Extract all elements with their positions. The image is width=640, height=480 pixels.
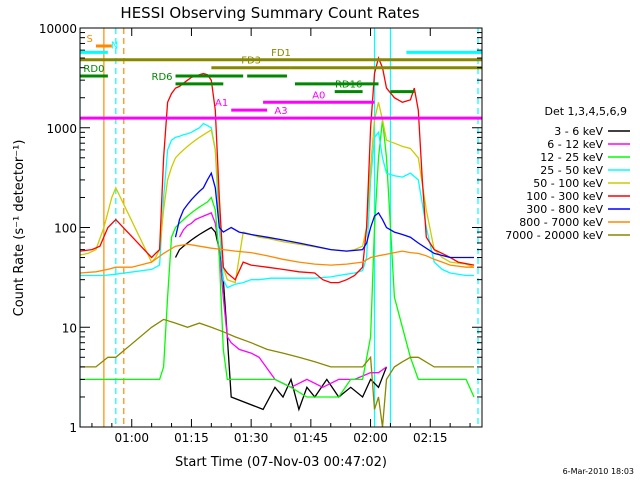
flag-label-s: S	[87, 34, 93, 45]
x-axis-label: Start Time (07-Nov-03 00:47:02)	[175, 455, 387, 470]
plot-frame	[79, 27, 483, 428]
x-axis: 01:00 01:15 01:30 01:45 02:00 02:15	[91, 28, 471, 445]
flag-label-rd6: RD6	[152, 72, 173, 83]
series-line-4	[80, 102, 475, 284]
series-line-0	[174, 226, 388, 412]
legend-label-0: 3 - 6 keV	[554, 125, 603, 138]
x-tick-label-3: 01:45	[294, 431, 329, 445]
legend-label-8: 7000 - 20000 keV	[505, 229, 603, 242]
flag-label-n: N	[111, 40, 118, 51]
x-tick-label-1: 01:15	[174, 431, 209, 445]
x-tick-label-5: 02:15	[413, 431, 448, 445]
chart-title: HESSI Observing Summary Count Rates	[120, 4, 419, 22]
x-tick-label-2: 01:30	[234, 431, 269, 445]
plot-area: S N FD1 FD3 RD0 RD6 RD16 A0 A1 A3	[80, 28, 482, 427]
flag-label-rd16: RD16	[335, 80, 362, 91]
y-axis: 1 10 100 1000 10000	[39, 22, 482, 435]
y-tick-label-2: 100	[54, 222, 77, 236]
legend-label-6: 300 - 800 keV	[526, 203, 603, 216]
flag-label-a0: A0	[312, 90, 325, 101]
flag-label-fd1: FD1	[271, 48, 291, 59]
flag-label-rd0: RD0	[83, 64, 104, 75]
x-tick-label-0: 01:00	[114, 431, 149, 445]
series-line-7	[80, 243, 474, 274]
series-line-8	[80, 318, 474, 427]
series-line-2	[80, 119, 475, 398]
y-axis-label: Count Rate (s⁻¹ detector⁻¹)	[12, 140, 27, 317]
flag-label-fd3: FD3	[241, 56, 261, 67]
y-tick-label-3: 1000	[46, 122, 77, 136]
legend-label-7: 800 - 7000 keV	[519, 216, 603, 229]
series-line-5	[80, 55, 475, 284]
legend-label-3: 25 - 50 keV	[540, 164, 603, 177]
legend-label-5: 100 - 300 keV	[526, 190, 603, 203]
flag-label-a3: A3	[274, 106, 287, 117]
legend-title: Det 1,3,4,5,6,9	[544, 105, 627, 118]
x-tick-label-4: 02:00	[353, 431, 388, 445]
flag-label-a1: A1	[215, 98, 228, 109]
series-line-6	[174, 171, 474, 259]
legend-label-2: 12 - 25 keV	[540, 151, 603, 164]
legend-label-4: 50 - 100 keV	[533, 177, 603, 190]
footer-date: 6-Mar-2010 18:03	[563, 467, 634, 476]
legend-label-1: 6 - 12 keV	[547, 138, 603, 151]
series-line-1	[178, 212, 387, 389]
series-line-3	[80, 122, 474, 289]
y-tick-label-4: 10000	[39, 22, 77, 36]
y-tick-label-1: 10	[62, 321, 77, 335]
y-tick-label-0: 1	[69, 421, 77, 435]
